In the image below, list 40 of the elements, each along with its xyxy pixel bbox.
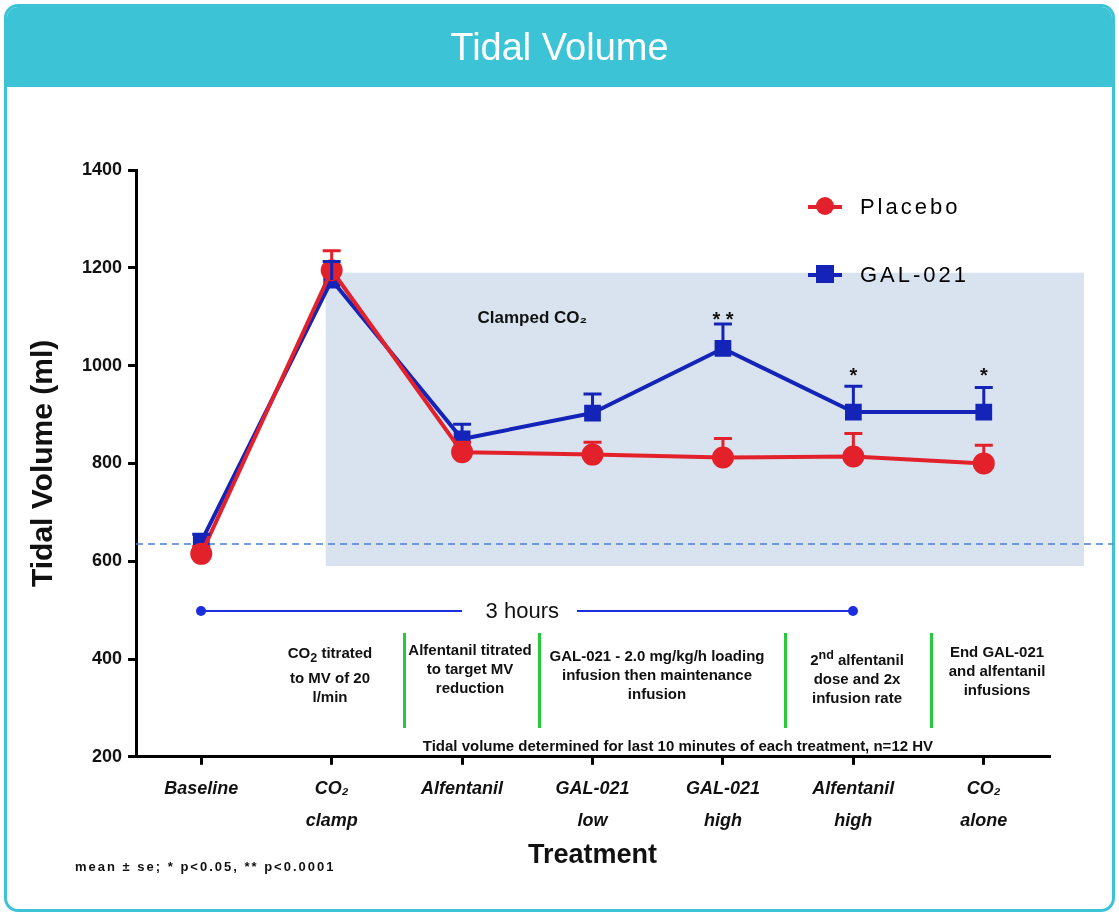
legend-label: Placebo bbox=[859, 194, 961, 220]
annotation: 3 hours bbox=[484, 597, 560, 625]
legend-label: GAL-021 bbox=[859, 262, 969, 288]
point bbox=[842, 445, 865, 468]
x-tick-label: Alfentanil high bbox=[811, 777, 896, 831]
point bbox=[975, 403, 993, 421]
y-axis-title: Tidal Volume (ml) bbox=[25, 339, 59, 588]
y-tick-label: 600 bbox=[92, 550, 123, 571]
x-tick-label: GAL-021 low bbox=[555, 777, 630, 831]
annotation: 2$^{nd}$ alfentanil dose and 2x infusion rate bbox=[809, 647, 905, 707]
y-tick-label: 800 bbox=[92, 452, 123, 473]
point bbox=[451, 441, 474, 464]
point bbox=[714, 340, 732, 357]
x-axis-title: Treatment bbox=[528, 839, 658, 870]
x-tick-label: CO₂ clamp bbox=[305, 777, 358, 831]
annotation: * * bbox=[711, 308, 735, 330]
chart-title: Tidal Volume bbox=[7, 7, 1112, 87]
y-tick-label: 1000 bbox=[82, 354, 123, 375]
annotation: Tidal volume determined for last 10 minutes of each treatment, n=12 HV bbox=[421, 736, 935, 755]
point bbox=[845, 403, 862, 421]
annotation: Alfentanil titrated to target MV reduction bbox=[407, 640, 533, 697]
y-tick-label: 1400 bbox=[82, 158, 123, 179]
annotation: End GAL-021 and alfentanil infusions bbox=[947, 642, 1047, 699]
point bbox=[581, 443, 604, 466]
annotation: GAL-021 - 2.0 mg/kg/h loading infusion then maintenance infusion bbox=[548, 646, 766, 703]
x-tick-label: CO₂ alone bbox=[960, 777, 1008, 831]
annotation: CO$_{2}$ titrated to MV of 20 l/min bbox=[286, 643, 374, 706]
x-tick-label: Alfentanil bbox=[420, 777, 505, 798]
annotation: * bbox=[978, 364, 989, 386]
text: mean ± se; * p<0.05, ** p<0.0001 bbox=[75, 858, 337, 876]
y-tick-label: 1200 bbox=[82, 256, 123, 277]
x-tick-label: GAL-021 high bbox=[685, 777, 760, 831]
point bbox=[972, 452, 995, 475]
annotation: * bbox=[848, 364, 859, 386]
x-tick-label: Baseline bbox=[164, 777, 239, 798]
y-tick-label: 400 bbox=[92, 647, 123, 668]
y-tick-label: 200 bbox=[92, 745, 123, 766]
point bbox=[711, 446, 734, 469]
band-label: Clamped CO₂ bbox=[477, 307, 588, 327]
point bbox=[584, 404, 601, 422]
